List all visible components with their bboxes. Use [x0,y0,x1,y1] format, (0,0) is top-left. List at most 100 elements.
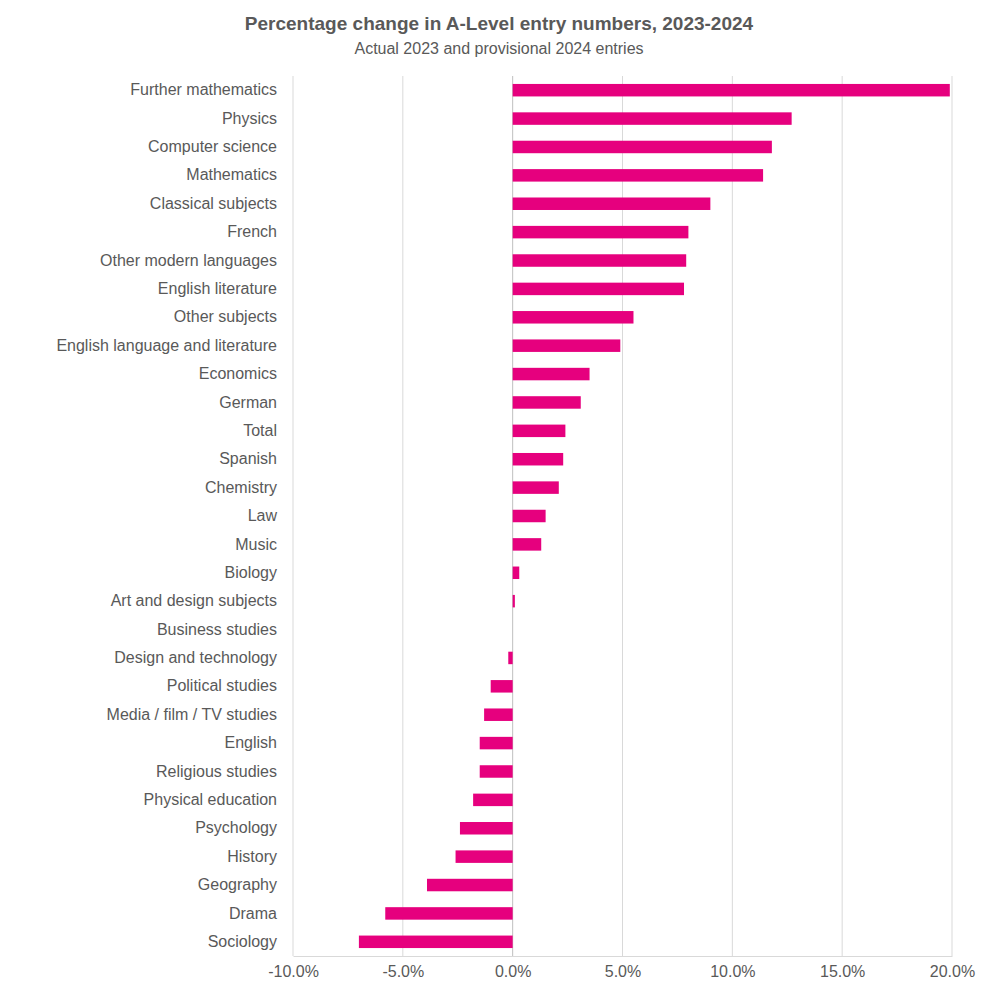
y-tick-label: Media / film / TV studies [107,706,277,723]
y-tick-label: French [227,223,277,240]
y-tick: German [219,394,293,411]
y-tick: English literature [158,280,293,297]
y-tick: Political studies [167,677,293,694]
y-tick: Total [243,422,293,439]
y-tick: English [225,734,293,751]
bar [359,936,513,948]
y-tick-label: Music [235,536,277,553]
plot: -10.0% -5.0% 0.0% 5.0% 10.0% 15.0% 20.0% Furthe… [56,76,975,980]
x-tick: 20.0% [930,956,975,980]
y-tick: Biology [225,564,293,581]
bar [480,765,513,777]
grid [293,76,952,956]
y-tick: Physical education [144,791,293,808]
bar [513,595,515,607]
y-tick: History [227,848,293,865]
y-tick-label: Spanish [219,450,277,467]
y-tick-label: Chemistry [205,479,277,496]
x-tick-label: 5.0% [605,963,641,980]
bar [513,197,711,209]
bar [513,567,520,579]
y-tick-label: German [219,394,277,411]
y-tick-label: Further mathematics [130,81,277,98]
bar [513,368,590,380]
bar [513,425,566,437]
y-tick-label: Business studies [157,621,277,638]
y-tick: Chemistry [205,479,293,496]
x-tick: 10.0% [710,956,755,980]
y-tick-label: Religious studies [156,763,277,780]
x-tick-label: -10.0% [268,963,319,980]
y-tick-label: Sociology [208,933,277,950]
y-tick-label: Geography [198,876,277,893]
y-tick: Art and design subjects [111,592,293,609]
bar [513,254,687,266]
chart: Percentage change in A-Level entry numbe… [0,0,998,1000]
y-tick-label: Psychology [195,819,277,836]
bar [480,737,513,749]
subtitle: Actual 2023 and provisional 2024 entries [354,40,643,57]
grid-line [293,76,294,956]
x-axis: -10.0% -5.0% 0.0% 5.0% 10.0% 15.0% 20.0% [268,956,975,980]
y-tick: Economics [199,365,293,382]
bar [513,396,581,408]
y-tick: Drama [229,905,293,922]
y-tick: Business studies [157,621,293,638]
x-tick-label: -5.0% [382,963,424,980]
y-tick-label: Art and design subjects [111,592,277,609]
y-tick: Sociology [208,933,293,950]
bar [513,226,689,238]
grid-line [732,76,733,956]
bar [491,680,513,692]
title: Percentage change in A-Level entry numbe… [245,13,754,34]
bar [513,538,542,550]
y-tick: Other modern languages [100,252,293,269]
y-tick-label: English literature [158,280,277,297]
y-tick-label: Biology [225,564,277,581]
grid-line [402,76,403,956]
bar [513,169,763,181]
grid-line [952,76,953,956]
bar [460,822,513,834]
y-tick: Spanish [219,450,293,467]
y-tick: Physics [222,110,293,127]
y-tick-label: Total [243,422,277,439]
x-tick: 5.0% [605,956,641,980]
x-tick-label: 0.0% [495,963,531,980]
y-tick-label: Design and technology [114,649,277,666]
bar [427,879,513,891]
x-tick: 15.0% [820,956,865,980]
x-tick-label: 20.0% [930,963,975,980]
x-tick: -10.0% [268,956,319,980]
y-tick-label: Mathematics [186,166,277,183]
y-tick-label: Other modern languages [100,252,277,269]
bar [473,794,513,806]
x-tick: -5.0% [382,956,424,980]
y-tick: Law [248,507,293,524]
y-tick: Design and technology [114,649,293,666]
y-tick: French [227,223,293,240]
bar [508,652,512,664]
y-tick-label: Computer science [148,138,277,155]
bar [513,112,792,124]
y-tick: English language and literature [56,337,293,354]
x-axis-line [294,956,953,957]
bar [484,708,513,720]
y-tick-label: Law [248,507,278,524]
bar [513,141,772,153]
bar [513,339,621,351]
y-axis: Further mathematics Physics Computer scien… [56,81,293,950]
bar [456,850,513,862]
y-tick-label: Drama [229,905,277,922]
y-tick: Further mathematics [130,81,293,98]
bar [513,481,559,493]
y-tick-label: English language and literature [56,337,277,354]
y-tick-label: Political studies [167,677,277,694]
y-tick: Computer science [148,138,293,155]
y-tick: Geography [198,876,293,893]
bar [513,510,546,522]
y-tick-label: Physical education [144,791,277,808]
x-tick: 0.0% [495,956,531,980]
y-tick-label: Other subjects [174,308,277,325]
y-tick: Other subjects [174,308,293,325]
